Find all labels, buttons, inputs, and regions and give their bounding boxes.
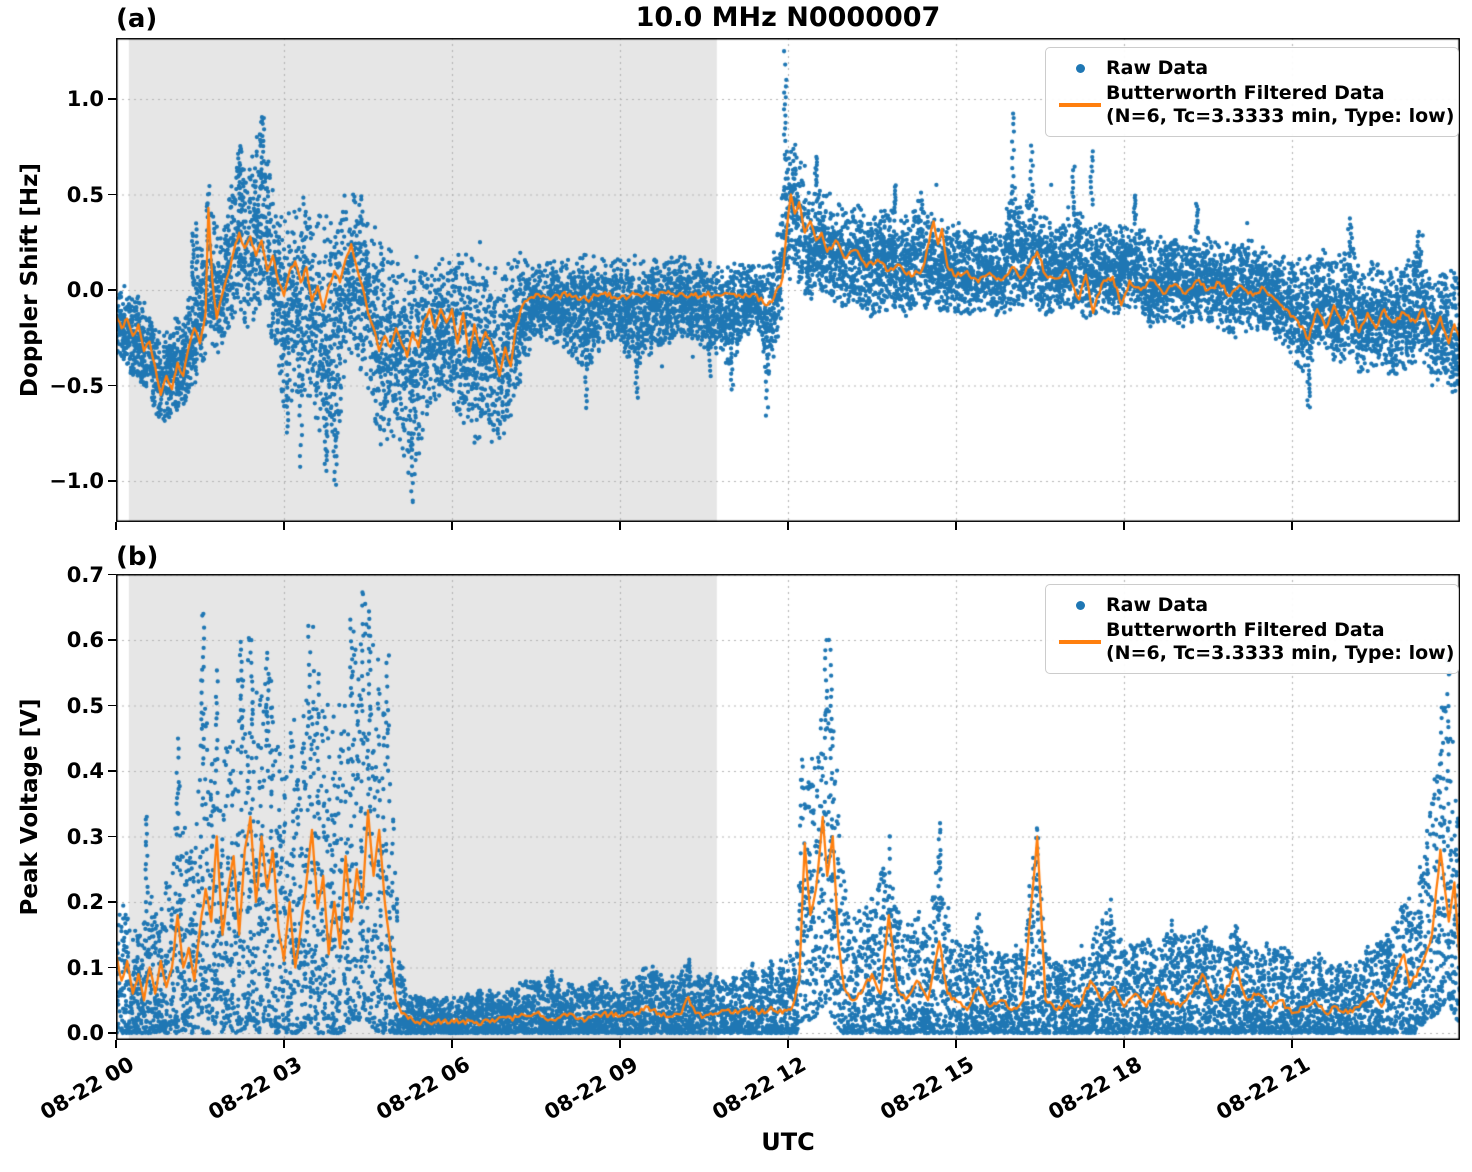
y-tick-label: 0.7 <box>66 562 104 587</box>
y-tick-label: 0.6 <box>66 628 104 652</box>
legend-raw-label: Raw Data <box>1106 593 1209 616</box>
x-tick-mark <box>955 522 957 530</box>
y-tick-mark <box>108 835 116 838</box>
filtered-line-marker-icon <box>1059 640 1101 644</box>
y-tick-label: −0.5 <box>49 373 104 398</box>
legend-filtered-label-line2: (N=6, Tc=3.3333 min, Type: low) <box>1106 642 1455 664</box>
y-tick-label: 0.1 <box>66 955 104 980</box>
y-tick-label: 0.2 <box>66 890 104 914</box>
y-tick-label: 0.4 <box>66 759 104 783</box>
raw-data-marker-icon <box>1075 63 1085 73</box>
x-axis-label: UTC <box>761 1128 815 1156</box>
legend-raw-label: Raw Data <box>1106 56 1209 79</box>
x-tick-label: 08-22 03 <box>204 1052 306 1125</box>
x-tick-mark <box>115 1040 117 1048</box>
x-tick-mark <box>1291 1040 1293 1048</box>
y-tick-mark <box>108 770 116 772</box>
y-tick-mark <box>108 901 116 903</box>
raw-data-marker-icon <box>1075 600 1085 610</box>
y-tick-label: 0.0 <box>66 278 104 302</box>
legend-filtered-label-line1: Butterworth Filtered Data <box>1106 619 1385 641</box>
x-tick-label: 08-22 06 <box>372 1052 474 1125</box>
y-tick-label: 1.0 <box>66 87 104 111</box>
chart-title: 10.0 MHz N0000007 <box>635 2 941 33</box>
y-tick-label: −1.0 <box>49 469 104 493</box>
panel-a-label: (a) <box>116 4 158 34</box>
y-tick-mark <box>108 573 116 576</box>
legend-handle <box>1054 640 1106 644</box>
x-tick-mark <box>1123 1040 1125 1048</box>
y-tick-label: 0.0 <box>66 1021 104 1045</box>
y-tick-mark <box>108 384 116 387</box>
x-tick-mark <box>283 522 285 530</box>
legend-filtered-label-line2: (N=6, Tc=3.3333 min, Type: low) <box>1106 105 1455 127</box>
legend-handle <box>1054 600 1106 610</box>
legend-filtered-label-line1: Butterworth Filtered Data <box>1106 82 1385 104</box>
x-tick-mark <box>619 1040 621 1048</box>
panel-b-label: (b) <box>116 542 159 572</box>
y-tick-label: 0.3 <box>66 824 104 849</box>
x-tick-label: 08-22 21 <box>1212 1052 1314 1125</box>
y-tick-mark <box>108 98 116 100</box>
x-tick-mark <box>283 1040 285 1048</box>
y-tick-label: 0.5 <box>66 693 104 718</box>
y-tick-label: 0.5 <box>66 182 104 207</box>
x-tick-mark <box>115 522 117 530</box>
x-tick-mark <box>619 522 621 530</box>
filtered-line-marker-icon <box>1059 103 1101 107</box>
y-tick-mark <box>108 966 116 969</box>
x-tick-mark <box>787 1040 789 1048</box>
x-tick-label: 08-22 15 <box>876 1052 978 1125</box>
x-tick-mark <box>451 522 453 530</box>
x-tick-mark <box>955 1040 957 1048</box>
x-tick-mark <box>1123 522 1125 530</box>
x-tick-mark <box>787 522 789 530</box>
legend-panel-a: Raw Data Butterworth Filtered Data (N=6,… <box>1045 47 1459 137</box>
y-tick-mark <box>108 289 116 291</box>
x-tick-label: 08-22 09 <box>540 1052 642 1125</box>
x-tick-label: 08-22 00 <box>36 1052 138 1125</box>
y-tick-mark <box>108 639 116 641</box>
legend-panel-b: Raw Data Butterworth Filtered Data (N=6,… <box>1045 584 1459 674</box>
legend-handle <box>1054 103 1106 107</box>
legend-handle <box>1054 63 1106 73</box>
y-tick-mark <box>108 480 116 482</box>
y-axis-label-voltage: Peak Voltage [V] <box>17 698 43 916</box>
y-tick-mark <box>108 704 116 707</box>
y-tick-mark <box>108 1032 116 1034</box>
x-tick-mark <box>451 1040 453 1048</box>
x-tick-mark <box>1291 522 1293 530</box>
x-tick-label: 08-22 18 <box>1044 1052 1146 1125</box>
y-tick-mark <box>108 193 116 196</box>
